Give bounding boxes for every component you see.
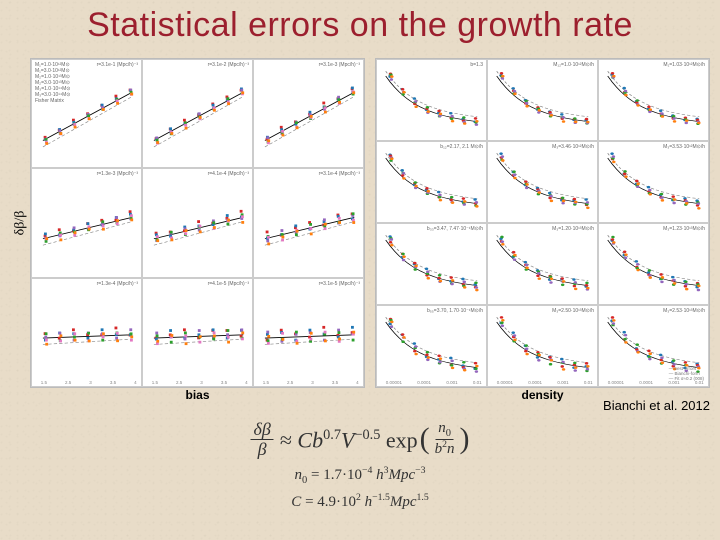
cell-label: r=3.1e-1 (Mpc/h)⁻³ <box>97 62 138 68</box>
left-plot-cell: r=4.1e-5 (Mpc/h)⁻³ 1.52.533.54 <box>142 278 253 387</box>
plots-row: δβ/β r=3.1e-1 (Mpc/h)⁻³M₁=1.0·10¹²M⊙ M₁=… <box>30 58 710 388</box>
formula-block: δβ β ≈ Cb0.7V−0.5 exp ( n0 b2n ) n0 = 1.… <box>250 420 469 511</box>
right-plot-cell: b₅₅=3.70, 1.70·10⁻¹M⊙/h 0.000010.00010.00… <box>376 305 487 387</box>
y-axis-label: δβ/β <box>12 211 28 236</box>
left-plot-cell: r=1.3e-3 (Mpc/h)⁻³ <box>31 168 142 277</box>
left-plot-panel: r=3.1e-1 (Mpc/h)⁻³ M₁=1.0·10¹²M⊙ M₁=3.0·1… <box>30 58 365 388</box>
x-ticks: 1.52.533.54 <box>263 380 359 385</box>
left-plot-wrap: δβ/β r=3.1e-1 (Mpc/h)⁻³M₁=1.0·10¹²M⊙ M₁=… <box>30 58 365 388</box>
cell-label: M₃=3.53·10¹²M⊙/h <box>663 144 705 150</box>
right-plot-cell: M₃=1.23·10¹³M⊙/h <box>598 223 709 305</box>
x-ticks: 0.000010.00010.0010.01 <box>497 380 593 385</box>
left-plot-cell: r=4.1e-4 (Mpc/h)⁻³ <box>142 168 253 277</box>
cell-label: M₃=1.23·10¹³M⊙/h <box>663 226 705 232</box>
exp-argument: ( n0 b2n ) <box>420 421 470 458</box>
cell-label: r=3.1e-3 (Mpc/h)⁻³ <box>319 62 360 68</box>
cell-label: b₅₅=3.70, 1.70·10⁻¹M⊙/h <box>427 308 483 314</box>
cell-label: b₁₂=2.17, 2.1 M⊙/h <box>440 144 483 150</box>
cell-label: M₁₂=1.0·10¹²M⊙/h <box>553 62 594 68</box>
cell-label: M₃=2.53·10¹³M⊙/h <box>663 308 705 314</box>
right-plot-cell: M₃=2.53·10¹³M⊙/h0.000010.00010.0010.01— … <box>598 305 709 387</box>
right-plot-cell: b₃₃=3.47, 7.47·10⁻¹M⊙/h <box>376 223 487 305</box>
right-plot-panel: b=1.3 M₁₂=1.0·10¹²M⊙/h M₁=1.03·10¹²M⊙/h b₁₂… <box>375 58 710 388</box>
right-plot-cell: M₃=2.50·10¹³M⊙/h 0.000010.00010.0010.01 <box>487 305 598 387</box>
legend: M₁=1.0·10¹²M⊙ M₁=3.0·10¹²M⊙ M₂=1.0·10¹³M… <box>35 62 70 104</box>
cell-label: M₃=1.20·10¹³M⊙/h <box>552 226 594 232</box>
left-plot-grid: r=3.1e-1 (Mpc/h)⁻³ M₁=1.0·10¹²M⊙ M₁=3.0·1… <box>31 59 364 387</box>
right-plot-wrap: b=1.3 M₁₂=1.0·10¹²M⊙/h M₁=1.03·10¹²M⊙/h b₁₂… <box>375 58 710 388</box>
right-legend: — best-errors— Bianchi-form— Fit σ≈0.2 (… <box>669 367 704 382</box>
slide-title: Statistical errors on the growth rate <box>0 0 720 45</box>
right-plot-grid: b=1.3 M₁₂=1.0·10¹²M⊙/h M₁=1.03·10¹²M⊙/h b₁₂… <box>376 59 709 387</box>
cell-label: r=4.1e-5 (Mpc/h)⁻³ <box>208 281 249 287</box>
cell-label: M₃=3.46·10¹²M⊙/h <box>552 144 594 150</box>
left-plot-cell: r=1.3e-4 (Mpc/h)⁻³ 1.52.533.54 <box>31 278 142 387</box>
right-plot-cell: M₁₂=1.0·10¹²M⊙/h <box>487 59 598 141</box>
cell-label: b₃₃=3.47, 7.47·10⁻¹M⊙/h <box>427 226 483 232</box>
frac-delta-beta: δβ β <box>250 420 273 459</box>
cell-label: r=3.1e-5 (Mpc/h)⁻³ <box>319 281 360 287</box>
right-plot-cell: M₃=1.20·10¹³M⊙/h <box>487 223 598 305</box>
formula-C: C = 4.9·102 h−1.5Mpc1.5 <box>250 492 469 511</box>
left-plot-cell: r=3.1e-4 (Mpc/h)⁻³ <box>253 168 364 277</box>
left-plot-cell: r=3.1e-5 (Mpc/h)⁻³ 1.52.533.54 <box>253 278 364 387</box>
formula-n0: n0 = 1.7·10−4 h3Mpc−3 <box>250 465 469 486</box>
left-plot-cell: r=3.1e-2 (Mpc/h)⁻³ <box>142 59 253 168</box>
cell-label: M₃=2.50·10¹³M⊙/h <box>552 308 594 314</box>
right-plot-cell: M₁=1.03·10¹²M⊙/h <box>598 59 709 141</box>
citation-text: Bianchi et al. 2012 <box>603 398 710 413</box>
cell-label: r=4.1e-4 (Mpc/h)⁻³ <box>208 171 249 177</box>
cell-label: r=1.3e-3 (Mpc/h)⁻³ <box>97 171 138 177</box>
title-text: Statistical errors on the growth rate <box>87 6 633 44</box>
x-ticks: 1.52.533.54 <box>152 380 248 385</box>
right-plot-cell: M₃=3.53·10¹²M⊙/h <box>598 141 709 223</box>
right-xlabel-overlay: density <box>521 388 563 402</box>
cell-label: r=3.1e-4 (Mpc/h)⁻³ <box>319 171 360 177</box>
x-ticks: 1.52.533.54 <box>41 380 137 385</box>
left-xlabel-overlay: bias <box>185 388 209 402</box>
left-plot-cell: r=3.1e-1 (Mpc/h)⁻³ M₁=1.0·10¹²M⊙ M₁=3.0·1… <box>31 59 142 168</box>
cell-label: r=1.3e-4 (Mpc/h)⁻³ <box>97 281 138 287</box>
right-plot-cell: M₃=3.46·10¹²M⊙/h <box>487 141 598 223</box>
cell-label: r=3.1e-2 (Mpc/h)⁻³ <box>208 62 249 68</box>
cell-label: b=1.3 <box>470 62 483 68</box>
cell-label: M₁=1.03·10¹²M⊙/h <box>663 62 705 68</box>
left-plot-cell: r=3.1e-3 (Mpc/h)⁻³ <box>253 59 364 168</box>
right-plot-cell: b₁₂=2.17, 2.1 M⊙/h <box>376 141 487 223</box>
x-ticks: 0.000010.00010.0010.01 <box>386 380 482 385</box>
formula-main: δβ β ≈ Cb0.7V−0.5 exp ( n0 b2n ) <box>250 420 469 459</box>
right-plot-cell: b=1.3 <box>376 59 487 141</box>
